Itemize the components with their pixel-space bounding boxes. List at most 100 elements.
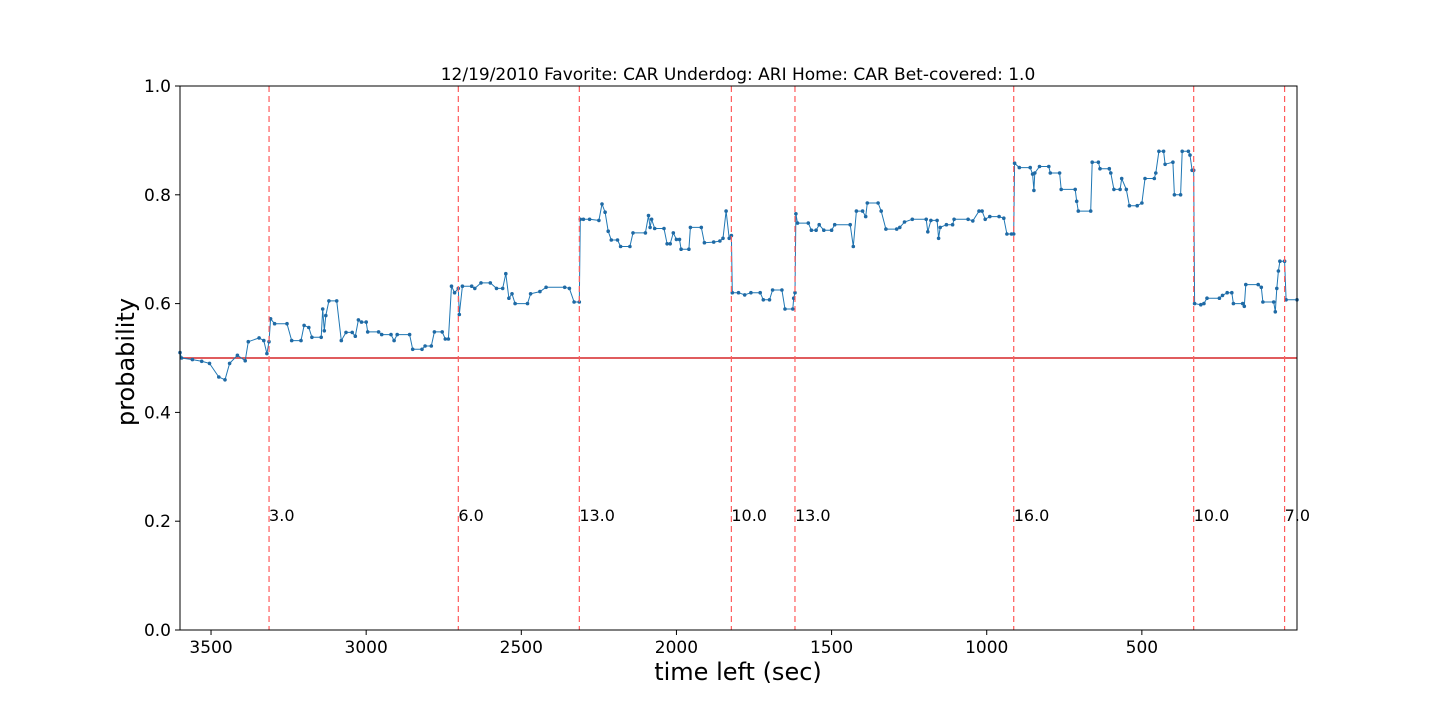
x-tick-label: 2500 bbox=[500, 638, 543, 658]
data-point bbox=[952, 217, 956, 222]
data-point bbox=[395, 332, 400, 337]
data-point bbox=[1073, 187, 1077, 192]
data-point bbox=[1230, 290, 1234, 295]
data-point bbox=[1192, 301, 1197, 306]
data-point bbox=[711, 240, 716, 244]
data-point bbox=[1005, 232, 1009, 236]
data-point bbox=[302, 323, 306, 328]
data-point bbox=[1143, 176, 1147, 181]
x-axis-label: time left (sec) bbox=[654, 658, 822, 686]
event-label: 13.0 bbox=[579, 506, 615, 525]
data-point bbox=[1276, 269, 1281, 273]
data-point bbox=[544, 285, 548, 290]
data-point bbox=[1140, 201, 1144, 205]
data-point bbox=[702, 240, 707, 245]
data-point bbox=[1205, 296, 1209, 301]
data-point bbox=[265, 351, 269, 356]
data-point bbox=[600, 202, 604, 206]
data-point bbox=[671, 231, 676, 235]
data-point bbox=[652, 226, 657, 231]
data-point bbox=[742, 293, 747, 297]
data-point bbox=[721, 236, 725, 241]
data-point bbox=[1057, 171, 1062, 175]
data-point bbox=[603, 210, 607, 214]
data-point bbox=[199, 359, 204, 364]
data-point bbox=[365, 330, 370, 334]
data-point bbox=[429, 344, 434, 348]
data-point bbox=[217, 375, 221, 379]
data-point bbox=[479, 281, 483, 285]
data-point bbox=[443, 337, 448, 341]
data-point bbox=[567, 286, 572, 291]
data-point bbox=[1119, 176, 1124, 181]
data-point bbox=[609, 238, 614, 242]
data-point bbox=[770, 288, 775, 292]
data-point bbox=[977, 209, 981, 213]
data-point bbox=[243, 358, 247, 363]
data-point bbox=[262, 338, 266, 343]
data-point bbox=[1161, 149, 1166, 154]
data-point bbox=[1152, 176, 1157, 181]
data-point bbox=[597, 218, 601, 223]
data-point bbox=[809, 228, 814, 232]
data-point bbox=[1273, 310, 1278, 314]
data-point bbox=[724, 209, 728, 213]
data-point bbox=[936, 236, 941, 241]
data-point bbox=[938, 225, 942, 230]
x-tick-label: 1500 bbox=[810, 638, 853, 658]
data-point bbox=[457, 312, 462, 317]
data-point bbox=[389, 332, 393, 337]
y-tick-label: 0.4 bbox=[144, 403, 171, 423]
data-point bbox=[525, 301, 530, 306]
event-label: 3.0 bbox=[269, 506, 294, 525]
data-point bbox=[1047, 164, 1051, 169]
data-point bbox=[432, 330, 437, 334]
data-point bbox=[223, 378, 227, 382]
data-point bbox=[935, 218, 939, 223]
data-point bbox=[749, 290, 753, 295]
data-point bbox=[1220, 293, 1225, 298]
data-point bbox=[324, 313, 328, 318]
data-point bbox=[997, 214, 1001, 219]
data-point bbox=[407, 332, 412, 337]
data-point bbox=[860, 209, 865, 213]
data-point bbox=[1178, 193, 1183, 197]
data-point bbox=[376, 330, 381, 334]
data-point bbox=[687, 247, 691, 251]
data-point bbox=[494, 286, 499, 291]
data-point bbox=[1186, 149, 1191, 154]
data-point bbox=[761, 298, 766, 302]
data-point bbox=[1240, 301, 1245, 306]
data-point bbox=[829, 228, 834, 232]
event-label: 16.0 bbox=[1014, 506, 1050, 525]
data-point bbox=[510, 292, 514, 296]
data-point bbox=[662, 226, 666, 231]
data-point bbox=[606, 229, 610, 233]
data-point bbox=[227, 361, 232, 366]
data-point bbox=[615, 238, 620, 242]
data-point bbox=[1180, 149, 1184, 154]
data-point bbox=[1124, 187, 1129, 192]
data-point bbox=[322, 329, 327, 333]
plot-area: 0.0 0.2 0.4 0.6 0.8 1.0 3500 3000 2500 2000 1500 10… bbox=[144, 77, 1310, 658]
data-point bbox=[1278, 259, 1282, 264]
data-point bbox=[207, 361, 212, 366]
data-point bbox=[392, 338, 396, 343]
data-point bbox=[618, 244, 623, 249]
data-point bbox=[1157, 149, 1161, 154]
data-point bbox=[854, 209, 859, 213]
data-point bbox=[822, 228, 826, 232]
data-point bbox=[783, 307, 787, 311]
data-point bbox=[794, 212, 798, 216]
data-point bbox=[246, 339, 251, 344]
event-label: 13.0 bbox=[795, 506, 831, 525]
data-point bbox=[1032, 188, 1036, 193]
data-point bbox=[1244, 282, 1248, 287]
data-point bbox=[1275, 286, 1279, 291]
data-point bbox=[339, 338, 344, 343]
data-point bbox=[793, 290, 797, 295]
data-point bbox=[1154, 171, 1158, 175]
data-point bbox=[1118, 187, 1122, 192]
